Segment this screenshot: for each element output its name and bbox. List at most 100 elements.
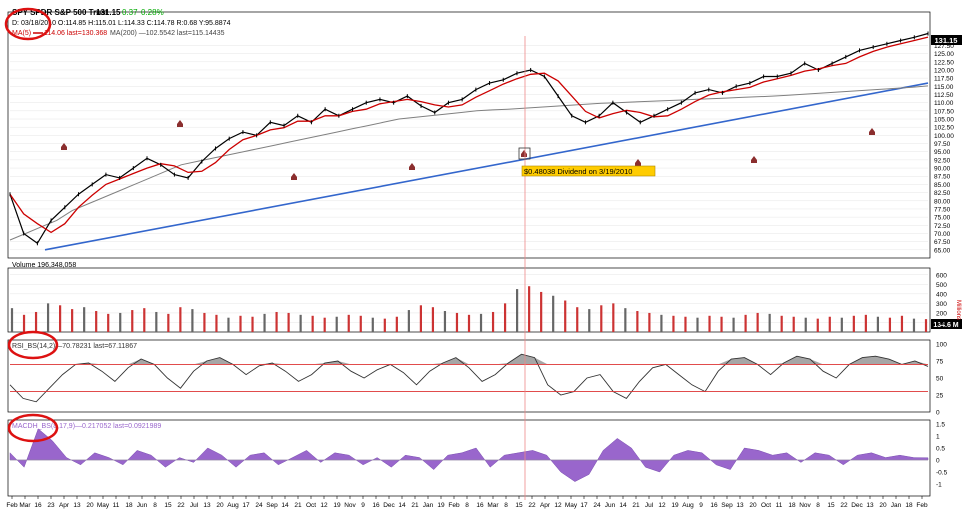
macd-plot bbox=[9, 428, 929, 482]
x-tick-label: 11 bbox=[113, 502, 120, 509]
x-tick-label: 12 bbox=[554, 502, 562, 509]
x-tick-label: 16 bbox=[710, 502, 718, 509]
price-tick-label: 77.50 bbox=[934, 206, 951, 213]
x-tick-label: 13 bbox=[736, 502, 744, 509]
last-price-badge-text: 131.15 bbox=[935, 36, 958, 45]
x-tick-label: Dec bbox=[383, 502, 395, 509]
x-tick-label: 20 bbox=[216, 502, 224, 509]
x-tick-label: 8 bbox=[816, 502, 820, 509]
x-tick-label: 8 bbox=[153, 502, 157, 509]
rsi-line bbox=[9, 353, 929, 403]
ma200-line bbox=[9, 85, 929, 241]
x-tick-label: 16 bbox=[34, 502, 42, 509]
price-tick-label: 65.00 bbox=[934, 247, 951, 254]
price-tick-label: 92.50 bbox=[934, 157, 951, 164]
x-tick-label: 20 bbox=[86, 502, 94, 509]
x-tick-label: Jun bbox=[605, 502, 616, 509]
x-tick-label: 22 bbox=[528, 502, 536, 509]
rsi-tick-label: 50 bbox=[936, 376, 944, 383]
price-panel bbox=[7, 11, 931, 259]
price-tick-label: 127.50 bbox=[934, 43, 954, 50]
x-tick-label: 18 bbox=[125, 502, 133, 509]
price-tick-label: 82.50 bbox=[934, 190, 951, 197]
dividend-arrow bbox=[291, 173, 297, 180]
ohlc-readout: D: 03/18/2010 O:114.85 H:115.01 L:114.33… bbox=[12, 20, 231, 27]
volume-tick-label: 400 bbox=[936, 291, 947, 298]
x-tick-label: Feb bbox=[6, 502, 18, 509]
price-tick-label: 125.00 bbox=[934, 51, 954, 58]
dividend-marker-box bbox=[518, 147, 531, 160]
x-tick-label: 20 bbox=[749, 502, 757, 509]
x-tick-label: 8 bbox=[465, 502, 469, 509]
x-tick-label: 19 bbox=[333, 502, 341, 509]
price-tick-label: 97.50 bbox=[934, 141, 951, 148]
price-tick-label: 80.00 bbox=[934, 198, 951, 205]
volume-tick-label: 300 bbox=[936, 301, 947, 308]
dividend-arrow bbox=[61, 143, 67, 150]
x-tick-label: 12 bbox=[658, 502, 666, 509]
grid-lines bbox=[10, 45, 928, 323]
x-tick-label: Feb bbox=[916, 502, 928, 509]
macd-tick-label: 1.5 bbox=[936, 422, 945, 429]
rsi-panel bbox=[7, 339, 931, 413]
x-tick-label: 13 bbox=[73, 502, 81, 509]
rsi-overbought-fill bbox=[10, 354, 928, 365]
x-tick-label: 13 bbox=[203, 502, 211, 509]
price-tick-label: 122.50 bbox=[934, 59, 954, 66]
dividend-arrow bbox=[521, 150, 527, 157]
dividend-note-box bbox=[521, 165, 656, 177]
x-tick-label: Oct bbox=[761, 502, 771, 509]
macd-label: MACDH_BS(8,17,9)—0.217052 last=0.0921989 bbox=[12, 423, 161, 430]
price-tick-label: 67.50 bbox=[934, 239, 951, 246]
rsi-label: RSI_BS(14,2)—70.78231 last=67.11867 bbox=[12, 343, 137, 350]
x-tick-label: Dec bbox=[851, 502, 863, 509]
x-tick-label: 22 bbox=[840, 502, 848, 509]
x-tick-label: 15 bbox=[827, 502, 835, 509]
x-tick-label: Aug bbox=[682, 502, 694, 509]
volume-label: Volume 196,348,058 bbox=[12, 262, 76, 269]
price-tick-label: 105.00 bbox=[934, 117, 954, 124]
price-tick-label: 70.00 bbox=[934, 231, 951, 238]
x-tick-label: 11 bbox=[776, 502, 783, 509]
ma200-readout: MA(200) —102.5542 last=115.14435 bbox=[110, 30, 225, 37]
x-tick-label: May bbox=[97, 502, 110, 509]
macd-tick-label: -1 bbox=[936, 482, 942, 489]
price-tick-label: 75.00 bbox=[934, 215, 951, 222]
price-tick-label: 120.00 bbox=[934, 67, 954, 74]
price-tick-label: 112.50 bbox=[934, 92, 954, 99]
x-tick-label: Jul bbox=[645, 502, 654, 509]
ma5-value: 114.06 last=130.368 bbox=[44, 30, 107, 37]
x-tick-label: 21 bbox=[294, 502, 302, 509]
uptrend-line bbox=[44, 82, 929, 251]
x-tick-label: 20 bbox=[879, 502, 887, 509]
x-tick-label: 18 bbox=[788, 502, 796, 509]
x-tick-label: 21 bbox=[411, 502, 419, 509]
x-tick-label: Sep bbox=[266, 502, 278, 509]
x-tick-label: 15 bbox=[164, 502, 172, 509]
price-tick-label: 107.50 bbox=[934, 108, 954, 115]
x-tick-label: 24 bbox=[255, 502, 263, 509]
rsi-tick-label: 75 bbox=[936, 359, 944, 366]
x-tick-label: 22 bbox=[177, 502, 185, 509]
x-tick-label: 9 bbox=[699, 502, 703, 509]
x-tick-label: 16 bbox=[372, 502, 380, 509]
volume-plot bbox=[10, 286, 928, 332]
volume-tick-label: 100 bbox=[936, 320, 947, 327]
price-tick-label: 102.50 bbox=[934, 125, 954, 132]
x-tick-label: Apr bbox=[59, 502, 70, 509]
price-tick-label: 115.00 bbox=[934, 84, 954, 91]
x-tick-label: 23 bbox=[47, 502, 55, 509]
x-tick-label: May bbox=[565, 502, 578, 509]
dividend-note-text: $0.48038 Dividend on 3/19/2010 bbox=[524, 167, 632, 176]
x-tick-label: Jan bbox=[891, 502, 902, 509]
x-tick-label: Mar bbox=[487, 502, 499, 509]
volume-tick-label: 600 bbox=[936, 272, 947, 279]
macd-tick-label: 0.5 bbox=[936, 446, 945, 453]
x-tick-label: Mar bbox=[19, 502, 31, 509]
macd-tick-label: -0.5 bbox=[936, 470, 948, 477]
rsi-plot bbox=[9, 353, 929, 403]
x-tick-label: 14 bbox=[281, 502, 289, 509]
x-tick-label: Feb bbox=[448, 502, 460, 509]
x-tick-label: 17 bbox=[242, 502, 250, 509]
